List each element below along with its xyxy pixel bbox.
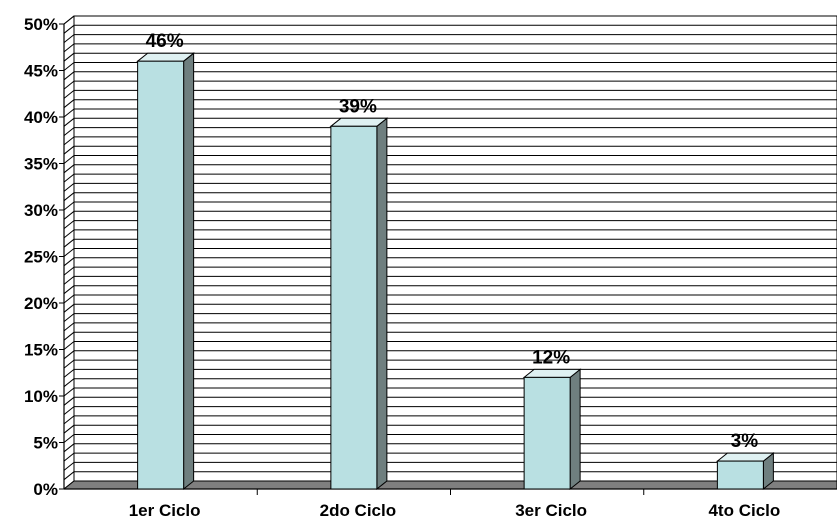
side-wall-line — [63, 117, 75, 127]
label-layer: 46% 1er Ciclo 39% 2do Ciclo 12% 3er Ciclo 3% 4t… — [129, 31, 781, 520]
side-wall-line — [63, 359, 75, 369]
y-tick-label: 0% — [33, 480, 58, 499]
side-wall-line — [63, 285, 75, 295]
side-wall-line — [63, 173, 75, 183]
side-wall-line — [63, 80, 75, 90]
side-wall-line — [63, 415, 75, 425]
data-label: 12% — [532, 347, 570, 368]
y-tick-label: 50% — [24, 15, 58, 34]
side-wall-line — [63, 164, 75, 174]
bar — [716, 460, 764, 490]
data-label: 3% — [731, 431, 759, 452]
side-wall-line — [63, 313, 75, 322]
bar-side — [376, 117, 388, 491]
side-wall-top — [63, 15, 75, 25]
bar-layer — [136, 52, 775, 491]
bar — [523, 376, 571, 490]
data-label: 39% — [339, 96, 377, 117]
side-wall-line — [63, 34, 75, 43]
side-wall-line — [63, 294, 75, 304]
side-wall-line — [63, 406, 75, 415]
y-tick-label: 25% — [24, 248, 58, 267]
side-wall-line — [63, 303, 75, 313]
side-wall-line — [63, 155, 75, 164]
side-wall-line — [63, 183, 75, 192]
side-wall-line — [63, 136, 75, 146]
side-wall-line — [63, 341, 75, 350]
side-wall-line — [63, 145, 75, 155]
side-wall-line — [63, 257, 75, 267]
bar-top — [136, 52, 196, 62]
side-wall-line — [63, 52, 75, 62]
side-wall-line — [63, 434, 75, 443]
side-wall-line — [63, 220, 75, 229]
bar-side — [183, 52, 195, 491]
y-tick-label: 5% — [33, 434, 58, 453]
bar — [330, 125, 378, 490]
side-wall-line — [63, 210, 75, 220]
side-wall-line — [63, 396, 75, 406]
side-wall-line — [63, 24, 75, 34]
side-wall-line — [63, 248, 75, 257]
side-wall-line — [63, 229, 75, 239]
side-wall-line — [63, 90, 75, 99]
side-wall-line — [63, 350, 75, 360]
y-tick-label: 35% — [24, 155, 58, 174]
y-tick-label: 10% — [24, 387, 58, 406]
side-wall-line — [63, 238, 75, 248]
x-category-label: 3er Ciclo — [515, 501, 587, 520]
x-category-label: 2do Ciclo — [320, 501, 397, 520]
side-wall-line — [63, 471, 75, 481]
side-wall-line — [63, 108, 75, 118]
side-wall-line — [63, 127, 75, 136]
side-wall-line — [63, 201, 75, 211]
x-category-label: 4to Ciclo — [708, 501, 780, 520]
side-wall-line — [63, 43, 75, 53]
grid-layer — [63, 15, 837, 490]
side-wall-line — [63, 424, 75, 434]
side-wall-line — [63, 99, 75, 109]
side-wall-line — [63, 387, 75, 397]
bar-top — [715, 452, 775, 462]
side-wall-line — [63, 71, 75, 81]
y-tick-label: 20% — [24, 294, 58, 313]
side-wall-line — [63, 462, 75, 471]
bar-side — [569, 368, 581, 491]
y-tick-label: 30% — [24, 201, 58, 220]
bar — [137, 60, 185, 490]
y-tick-label: 40% — [24, 108, 58, 127]
bar-top — [522, 368, 582, 378]
x-category-label: 1er Ciclo — [129, 501, 201, 520]
y-tick-label: 45% — [24, 62, 58, 81]
side-wall-line — [63, 276, 75, 285]
y-tick-label: 15% — [24, 341, 58, 360]
data-label: 46% — [146, 31, 184, 52]
side-wall-line — [63, 322, 75, 332]
side-wall-line — [63, 192, 75, 202]
side-wall-line — [63, 62, 75, 71]
side-wall-line — [63, 266, 75, 276]
side-wall-line — [63, 369, 75, 378]
side-wall-line — [63, 452, 75, 462]
bar-top — [329, 117, 389, 127]
axis-layer: 0% 5% 10% 15% 20% 25% 30% 35% 40% 45% 50% — [24, 15, 837, 499]
side-wall-line — [63, 378, 75, 388]
side-wall-line — [63, 443, 75, 453]
side-wall-line — [63, 331, 75, 341]
